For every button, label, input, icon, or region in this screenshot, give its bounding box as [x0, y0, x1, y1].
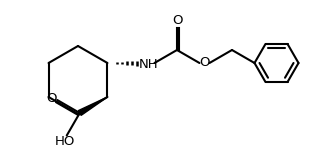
Text: O: O	[46, 93, 56, 105]
Text: O: O	[173, 14, 183, 28]
Text: HO: HO	[54, 135, 75, 148]
Text: O: O	[199, 57, 210, 69]
Text: NH: NH	[139, 57, 158, 71]
Polygon shape	[78, 97, 108, 115]
